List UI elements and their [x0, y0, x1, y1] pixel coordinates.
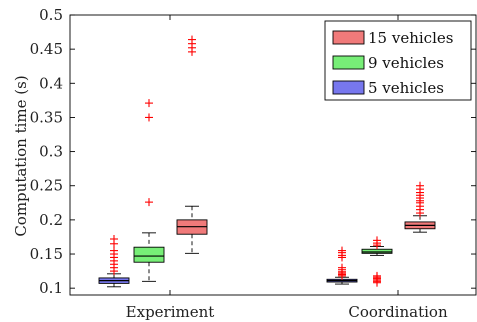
- outlier-marker: [373, 236, 381, 245]
- legend-label: 9 vehicles: [368, 54, 444, 72]
- y-axis: 0.1 0.15 0.2 0.25 0.3 0.35 0.4 0.45 0.5: [30, 6, 476, 297]
- y-tick-label: 0.4: [39, 74, 63, 92]
- legend-swatch-9-vehicles: [332, 55, 365, 70]
- y-axis-label: Computation time (s): [12, 75, 30, 236]
- outlier-marker: [145, 99, 153, 108]
- box-5-vehicles-experiment: [98, 235, 130, 288]
- x-tick-label: Experiment: [126, 303, 215, 321]
- outlier-marker: [188, 35, 196, 44]
- outlier-marker: [145, 113, 153, 122]
- legend-label: 15 vehicles: [368, 29, 453, 47]
- x-tick-label: Coordination: [348, 303, 448, 321]
- box-iqr: [361, 248, 393, 254]
- box-15-vehicles-coordination: [404, 181, 436, 233]
- outlier-marker: [338, 263, 346, 272]
- outlier-marker: [373, 271, 381, 280]
- legend-label: 5 vehicles: [368, 79, 444, 97]
- y-tick-label: 0.5: [39, 6, 63, 24]
- y-tick-label: 0.25: [30, 177, 63, 195]
- box-15-vehicles-experiment: [176, 35, 208, 254]
- y-tick-label: 0.35: [30, 108, 63, 126]
- legend-swatch-5-vehicles: [332, 80, 365, 95]
- outlier-marker: [110, 235, 118, 243]
- y-tick-label: 0.3: [39, 143, 63, 161]
- legend: 15 vehicles 9 vehicles 5 vehicles: [324, 20, 472, 101]
- box-9-vehicles-experiment: [133, 99, 165, 282]
- box-iqr: [133, 246, 165, 263]
- outlier-marker: [110, 246, 118, 255]
- outlier-marker: [145, 198, 153, 207]
- y-tick-label: 0.2: [39, 211, 63, 229]
- y-tick-label: 0.45: [30, 40, 63, 58]
- legend-swatch-15-vehicles: [332, 30, 365, 45]
- outlier-marker: [338, 246, 346, 255]
- box-5-vehicles-coordination: [326, 246, 358, 285]
- y-tick-label: 0.15: [30, 245, 63, 263]
- x-axis: Experiment Coordination: [126, 15, 448, 321]
- box-groups: [98, 35, 436, 288]
- y-tick-label: 0.1: [39, 279, 63, 297]
- outlier-marker: [416, 181, 424, 190]
- box-9-vehicles-coordination: [361, 236, 393, 287]
